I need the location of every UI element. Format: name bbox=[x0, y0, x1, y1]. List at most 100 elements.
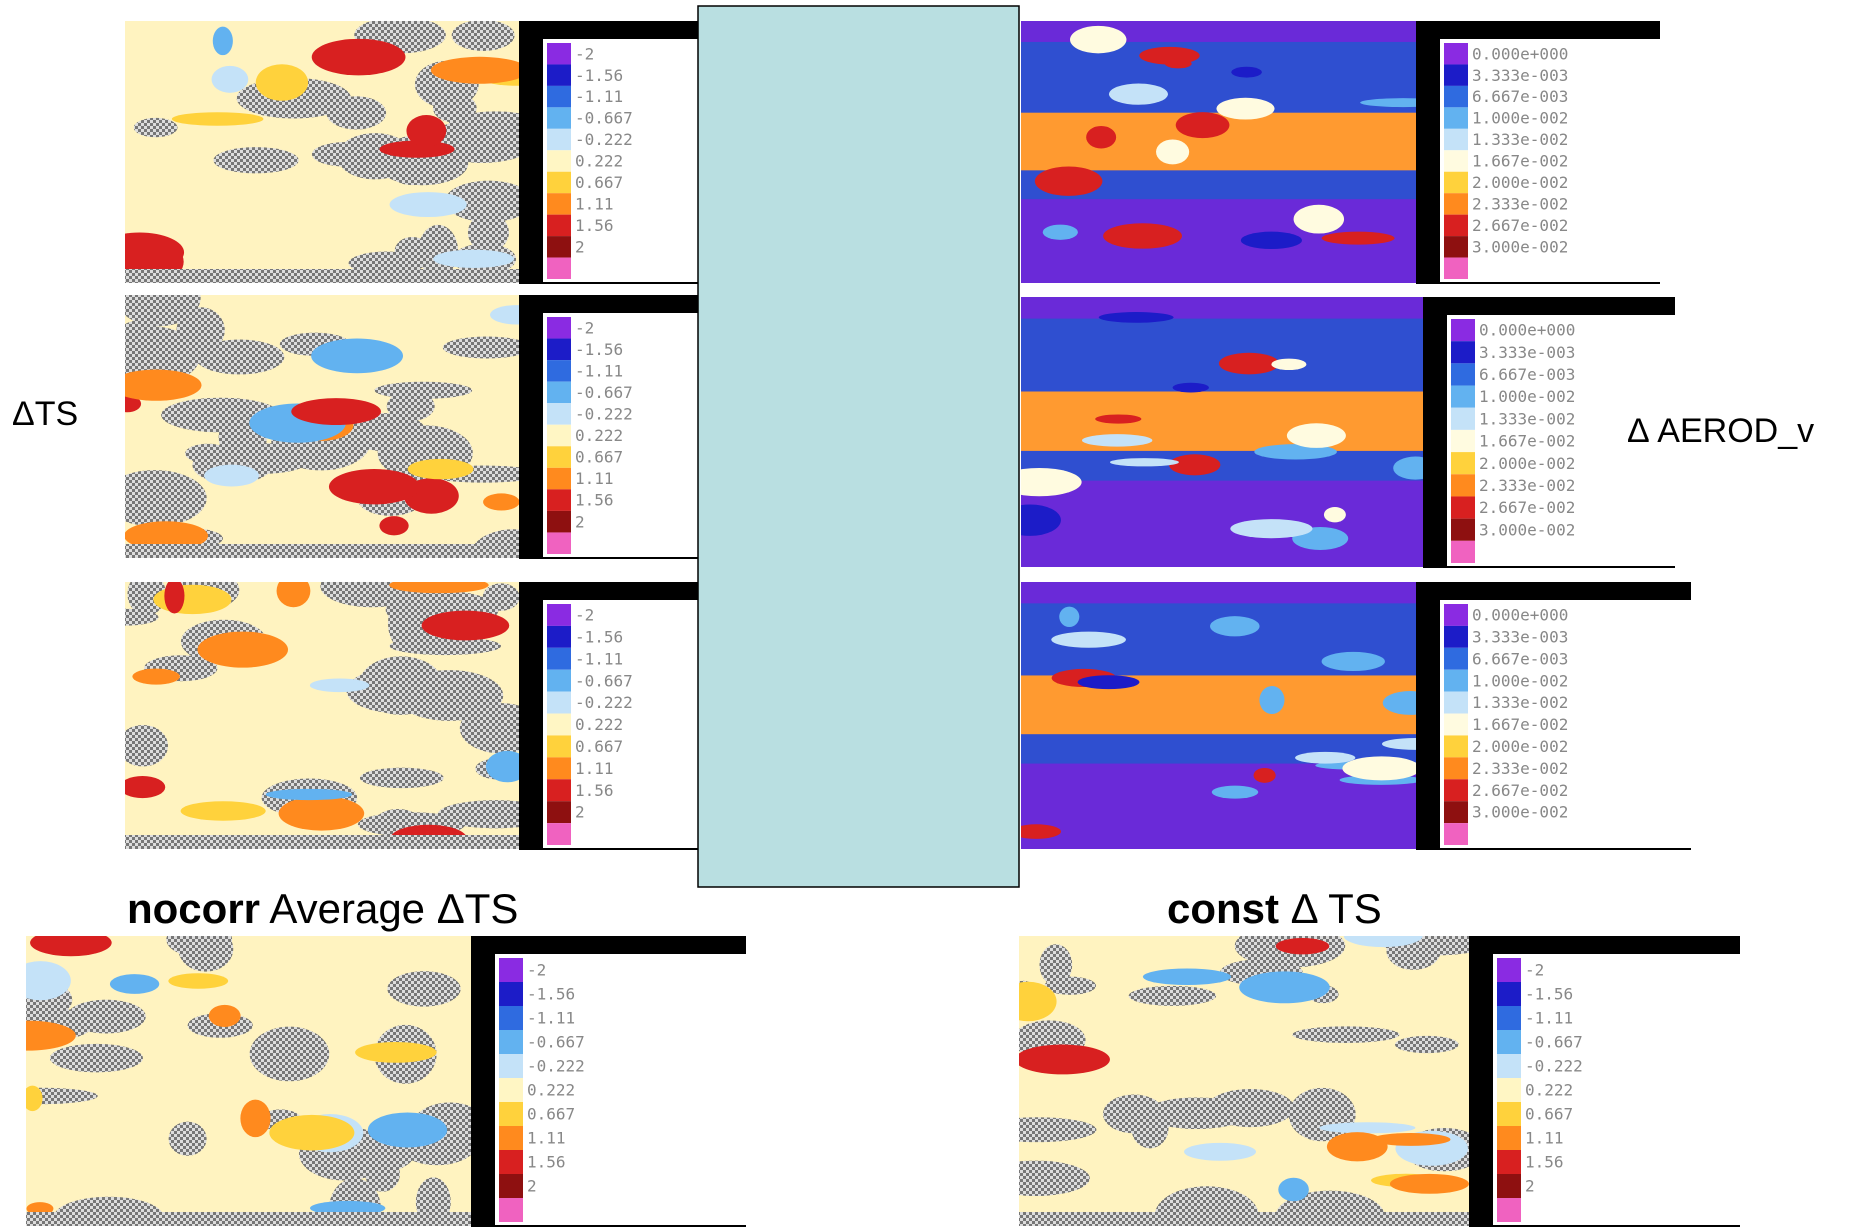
colorbar-label: -0.667 bbox=[575, 383, 633, 402]
map-blob bbox=[1110, 458, 1179, 466]
map-blob bbox=[213, 27, 233, 56]
side-label: Δ AEROD_v bbox=[1627, 412, 1814, 450]
colorbar-label: -0.667 bbox=[527, 1033, 585, 1052]
colorbar-swatch bbox=[499, 1126, 523, 1150]
map-blob bbox=[168, 973, 228, 989]
colorbar-label: 2.333e-002 bbox=[1479, 476, 1575, 495]
map-blob bbox=[1156, 139, 1189, 164]
colorbar-swatch bbox=[1497, 1150, 1521, 1174]
colorbar-swatch bbox=[1451, 541, 1475, 563]
map-blob bbox=[110, 974, 159, 994]
map-blob bbox=[279, 796, 365, 830]
map-blob bbox=[1371, 1133, 1450, 1146]
colorbar-label: 1.667e-002 bbox=[1472, 152, 1568, 171]
map-blob bbox=[1322, 652, 1385, 671]
map-blob bbox=[1319, 1122, 1415, 1133]
center-box bbox=[698, 6, 1019, 887]
colorbar-swatch bbox=[547, 258, 571, 279]
colorbar-label: 1.333e-002 bbox=[1472, 693, 1568, 712]
colorbar-label: -0.667 bbox=[1525, 1033, 1583, 1052]
map-blob bbox=[266, 789, 352, 800]
map-patch bbox=[375, 382, 473, 399]
colorbar-swatch bbox=[1444, 215, 1468, 236]
map-patch bbox=[1395, 1036, 1459, 1053]
colorbar-label: -1.56 bbox=[575, 340, 623, 359]
map-blob bbox=[329, 469, 420, 504]
colorbar-label: 6.667e-003 bbox=[1472, 649, 1568, 668]
colorbar-swatch bbox=[499, 1006, 523, 1030]
map-blob bbox=[1239, 971, 1330, 1003]
colorbar-swatch bbox=[547, 382, 571, 404]
title-bold: const bbox=[1167, 885, 1279, 932]
colorbar-swatch bbox=[1444, 172, 1468, 193]
colorbar-swatch bbox=[1451, 519, 1475, 541]
colorbar-swatch bbox=[499, 1102, 523, 1126]
map-blob bbox=[209, 1005, 241, 1027]
map-panel: -2-1.56-1.11-0.667-0.2220.2220.6671.111.… bbox=[91, 17, 698, 283]
map-blob bbox=[1184, 1143, 1256, 1161]
colorbar-swatch bbox=[1497, 1174, 1521, 1198]
colorbar-swatch bbox=[1444, 801, 1468, 823]
colorbar-swatch bbox=[547, 43, 571, 64]
colorbar-swatch bbox=[547, 172, 571, 193]
map-panel: 0.000e+0003.333e-0036.667e-0031.000e-002… bbox=[997, 297, 1675, 567]
colorbar-swatch bbox=[1444, 236, 1468, 257]
map-patch bbox=[1144, 1097, 1250, 1129]
colorbar-label: -0.222 bbox=[1525, 1057, 1583, 1076]
colorbar-frame bbox=[471, 936, 746, 954]
map-blob bbox=[95, 232, 184, 272]
map-blob bbox=[1095, 414, 1141, 423]
map bbox=[98, 269, 557, 584]
colorbar-label: 6.667e-003 bbox=[1479, 365, 1575, 384]
map-blob bbox=[1342, 756, 1420, 780]
colorbar-label: -0.222 bbox=[575, 130, 633, 149]
map-blob bbox=[389, 577, 488, 593]
map-blob bbox=[408, 459, 474, 479]
bottom-title: nocorr Average ΔTS bbox=[127, 885, 518, 932]
bottom-title: const Δ TS bbox=[1167, 885, 1382, 932]
map bbox=[0, 922, 490, 1228]
map-patch bbox=[103, 470, 207, 526]
colorbar-swatch bbox=[547, 446, 571, 468]
colorbar-label: -2 bbox=[1525, 961, 1544, 980]
colorbar-frame bbox=[519, 21, 543, 283]
colorbar-label: 0.000e+000 bbox=[1479, 321, 1575, 340]
map-blob bbox=[1051, 632, 1126, 648]
colorbar-swatch bbox=[1444, 823, 1468, 845]
map-panel: -2-1.56-1.11-0.667-0.2220.2220.6671.111.… bbox=[978, 924, 1740, 1228]
colorbar-swatch bbox=[547, 236, 571, 257]
map-patch bbox=[118, 725, 168, 767]
title-rest: Δ TS bbox=[1279, 885, 1382, 932]
map-panel: -2-1.56-1.11-0.667-0.2220.2220.6671.111.… bbox=[93, 565, 698, 853]
map-patch bbox=[326, 96, 386, 129]
map-blob bbox=[1035, 167, 1103, 196]
colorbar-swatch bbox=[1451, 319, 1475, 341]
colorbar-label: 1.56 bbox=[527, 1153, 566, 1172]
colorbar-label: 0.667 bbox=[527, 1105, 575, 1124]
colorbar-swatch bbox=[499, 1198, 523, 1222]
map-blob bbox=[1103, 223, 1182, 248]
colorbar-frame bbox=[1416, 21, 1440, 283]
colorbar-swatch bbox=[1444, 714, 1468, 736]
map-blob bbox=[1219, 353, 1279, 375]
colorbar-swatch bbox=[499, 1174, 523, 1198]
map-bg bbox=[1019, 1212, 1469, 1226]
map-blob bbox=[311, 339, 403, 374]
map-patch bbox=[50, 1044, 143, 1072]
map-blob bbox=[312, 39, 406, 76]
colorbar-label: -0.222 bbox=[575, 405, 633, 424]
map-panel: 0.000e+0003.333e-0036.667e-0031.000e-002… bbox=[1021, 21, 1660, 283]
colorbar-frame bbox=[1423, 297, 1675, 315]
colorbar-label: -1.56 bbox=[1525, 985, 1573, 1004]
colorbar-label: 2 bbox=[527, 1177, 537, 1196]
colorbar-label: 1.11 bbox=[575, 759, 614, 778]
colorbar-swatch bbox=[547, 317, 571, 339]
map-panel: 0.000e+0003.333e-0036.667e-0031.000e-002… bbox=[1012, 582, 1691, 849]
map-blob bbox=[379, 516, 408, 535]
colorbar-swatch bbox=[1497, 958, 1521, 982]
colorbar-swatch bbox=[547, 193, 571, 214]
colorbar-label: 1.11 bbox=[575, 194, 614, 213]
colorbar-swatch bbox=[1497, 982, 1521, 1006]
colorbar-swatch bbox=[547, 757, 571, 779]
map-patch bbox=[1289, 1088, 1356, 1141]
